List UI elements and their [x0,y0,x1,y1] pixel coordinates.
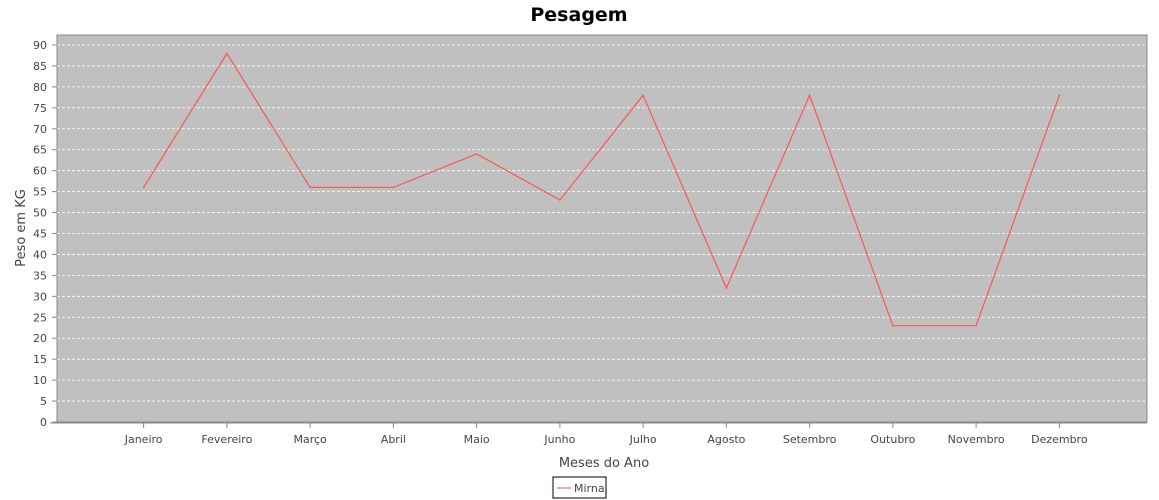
data-point [559,199,561,201]
legend-label-mirna: Mirna [574,482,605,495]
series-lines [142,52,1061,327]
y-tick-label: 80 [33,81,47,94]
data-point [142,186,145,189]
x-tick-label: Abril [381,433,406,446]
y-tick-label: 65 [33,144,47,157]
legend-box [552,476,607,499]
x-tick-label: Fevereiro [201,433,252,446]
chart-title: Pesagem [530,4,627,26]
y-tick-label: 60 [33,165,47,178]
x-tick-label: Março [293,433,327,446]
y-tick-label: 50 [33,207,47,220]
data-point [392,186,395,189]
series-line-mirna [143,52,1060,327]
y-tick-label: 45 [33,228,47,241]
y-tick-label: 75 [33,102,47,115]
x-tick-label: Setembro [783,433,837,446]
data-point [725,287,728,289]
x-axis-label: Meses do Ano [559,456,649,471]
y-tick-label: 5 [40,395,47,408]
data-point [475,153,478,155]
data-point [808,94,811,97]
data-point [642,94,644,97]
plot-area [56,34,1148,423]
legend: Mirna [552,476,607,499]
data-point [975,324,977,327]
axes [50,44,1147,428]
x-tick-label: Agosto [707,433,745,446]
y-tick-label: 20 [33,332,47,345]
y-tick-label: 40 [33,248,47,261]
x-tick-label: Novembro [948,433,1005,446]
data-point [1058,94,1061,97]
y-tick-label: 35 [33,269,47,282]
data-point [309,186,311,189]
y-tick-label: 55 [33,186,47,199]
grid-lines [57,44,1147,402]
y-tick-label: 10 [33,374,47,387]
y-tick-label: 15 [33,353,47,366]
data-point [226,52,228,55]
x-tick-label: Dezembro [1031,433,1088,446]
y-tick-label: 70 [33,123,47,136]
y-tick-label: 85 [33,60,47,73]
data-point [892,324,894,327]
y-tick-label: 0 [40,416,47,429]
x-tick-label: Outubro [870,433,915,446]
y-axis-label: Peso em KG [14,189,29,267]
y-tick-label: 30 [33,290,47,303]
y-tick-label: 25 [33,311,47,324]
y-tick-labels: 0 5 10 15 20 25 30 35 40 45 50 55 60 65 70 75 80 85 90 [33,39,47,429]
x-tick-label: Janeiro [124,433,163,446]
x-tick-label: Julho [629,433,657,446]
x-tick-label: Maio [464,433,490,446]
x-tick-labels: Janeiro Fevereiro Março Abril Maio Junho Julho… [124,433,1088,446]
y-tick-label: 90 [33,39,47,52]
x-tick-label: Junho [543,433,575,446]
